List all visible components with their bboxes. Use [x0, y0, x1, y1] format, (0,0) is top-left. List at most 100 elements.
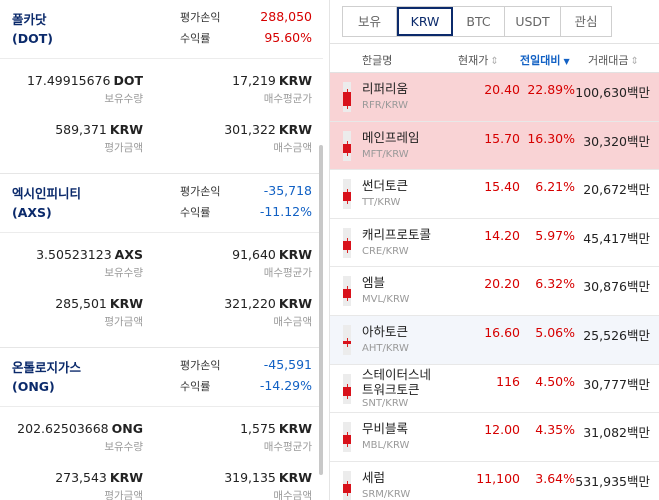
holding-symbol: (ONG): [12, 379, 55, 394]
market-price: 16.60: [484, 324, 520, 340]
header-price[interactable]: 현재가: [458, 52, 499, 68]
candle-body: [343, 192, 351, 202]
market-volume-unit: 백만: [626, 376, 650, 392]
holding-card[interactable]: 엑시인피니티 (AXS) 평가손익 -35,718 수익률 -11.12% 3.…: [0, 174, 323, 348]
return-rate-label: 수익률: [180, 32, 211, 45]
market-symbol: AHT/KRW: [362, 342, 409, 354]
market-symbol: SRM/KRW: [362, 488, 411, 500]
market-price: 20.20: [484, 276, 520, 292]
header-volume[interactable]: 거래대금: [588, 52, 639, 68]
buy-amount-value: 321,220: [224, 296, 276, 311]
market-volume: 45,417백만: [583, 228, 650, 247]
market-volume: 25,526백만: [583, 325, 650, 344]
market-row[interactable]: 캐리프로토콜 CRE/KRW 14.20 5.97% 45,417백만: [330, 219, 659, 268]
market-row[interactable]: 무비블록 MBL/KRW 12.00 4.35% 31,082백만: [330, 413, 659, 462]
holding-buy-amount: 319,135 KRW 매수금액: [224, 470, 312, 500]
market-name: 엠블: [362, 275, 386, 291]
buy-amount-label: 매수금액: [273, 490, 312, 500]
market-symbol: CRE/KRW: [362, 245, 409, 257]
quantity-value: 17.49915676: [26, 73, 111, 88]
holdings-panel[interactable]: 폴카닷 (DOT) 평가손익 288,050 수익률 95.60% 17.499…: [0, 0, 330, 500]
evaluation-label: 평가금액: [104, 142, 143, 154]
evaluation-unit: KRW: [109, 470, 143, 485]
market-price: 116: [496, 373, 520, 389]
return-rate-label: 수익률: [180, 206, 211, 219]
header-change[interactable]: 전일대비: [520, 52, 570, 68]
holding-card[interactable]: 온톨로지가스 (ONG) 평가손익 -45,591 수익률 -14.29% 20…: [0, 348, 323, 500]
holding-symbol: (AXS): [12, 205, 52, 220]
market-symbol: RFR/KRW: [362, 100, 409, 111]
market-change: 5.06%: [535, 324, 575, 340]
market-volume-unit: 백만: [626, 133, 650, 149]
market-row[interactable]: 엠블 MVL/KRW 20.20 6.32% 30,876백만: [330, 267, 659, 316]
market-change: 22.89%: [527, 82, 575, 97]
holding-evaluation: 589,371 KRW 평가금액: [55, 122, 143, 155]
market-row[interactable]: 리퍼리움 RFR/KRW 20.40 22.89% 100,630백만: [330, 73, 659, 122]
buy-amount-label: 매수금액: [273, 316, 312, 328]
evaluation-label: 평가금액: [104, 490, 143, 500]
profit-loss-row: 평가손익 -45,591: [180, 357, 312, 373]
market-row[interactable]: 세럼 SRM/KRW 11,100 3.64% 531,935백만: [330, 462, 659, 500]
mini-candle-icon: [343, 227, 351, 258]
market-row[interactable]: 스테이터스네 트워크토큰 SNT/KRW 116 4.50% 30,777백만: [330, 365, 659, 414]
quantity-label: 보유수량: [104, 441, 143, 453]
average-price-value: 1,575: [240, 421, 276, 436]
quantity-label: 보유수량: [104, 267, 143, 279]
market-price: 14.20: [484, 227, 520, 243]
market-volume: 531,935백만: [575, 471, 650, 490]
average-price-label: 매수평균가: [263, 267, 312, 279]
tab-krw[interactable]: KRW: [397, 7, 453, 36]
holding-name-korean: 엑시인피니티: [12, 186, 82, 201]
market-volume-value: 30,320: [583, 133, 627, 149]
holding-quantity: 3.50523123 AXS 보유수량: [36, 247, 143, 280]
market-volume-unit: 백만: [626, 182, 650, 198]
market-name: 아하토큰: [362, 323, 409, 339]
market-volume: 30,777백만: [583, 374, 650, 393]
market-change: 16.30%: [527, 130, 575, 146]
evaluation-value: 589,371: [55, 122, 107, 137]
holding-buy-amount: 301,322 KRW 매수금액: [224, 122, 312, 155]
quantity-unit: AXS: [114, 247, 143, 262]
market-change: 6.32%: [535, 276, 575, 292]
buy-amount-unit: KRW: [278, 470, 312, 485]
holdings-scrollbar[interactable]: [319, 145, 323, 475]
holding-card[interactable]: 폴카닷 (DOT) 평가손익 288,050 수익률 95.60% 17.499…: [0, 0, 323, 174]
market-symbol: MBL/KRW: [362, 440, 410, 452]
tab-usdt[interactable]: USDT: [505, 7, 561, 36]
evaluation-value: 285,501: [55, 296, 107, 311]
tab-holdings[interactable]: 보유: [343, 7, 397, 36]
evaluation-unit: KRW: [109, 122, 143, 137]
evaluation-label: 평가금액: [104, 316, 143, 328]
market-volume-unit: 백만: [626, 473, 650, 489]
holding-name[interactable]: 온톨로지가스 (ONG): [12, 358, 81, 396]
profit-loss-label: 평가손익: [180, 11, 221, 24]
holding-name[interactable]: 폴카닷 (DOT): [12, 10, 53, 48]
holding-name[interactable]: 엑시인피니티 (AXS): [12, 184, 81, 222]
market-name: 무비블록: [362, 421, 409, 437]
market-row[interactable]: 아하토큰 AHT/KRW 16.60 5.06% 25,526백만: [330, 315, 659, 365]
mini-candle-icon: [343, 470, 351, 500]
candle-body: [343, 483, 351, 493]
buy-amount-label: 매수금액: [273, 142, 312, 154]
market-volume-value: 20,672: [583, 182, 627, 198]
market-name: 스테이터스네 트워크토큰: [362, 367, 431, 397]
market-row[interactable]: 메인프레임 MFT/KRW 15.70 16.30% 30,320백만: [330, 121, 659, 171]
profit-loss-value: 288,050: [260, 9, 312, 24]
mini-candle-icon: [343, 130, 351, 161]
market-name: 썬더토큰: [362, 178, 409, 194]
average-price-unit: KRW: [278, 247, 312, 262]
quantity-unit: DOT: [113, 73, 143, 88]
header-name[interactable]: 한글명: [362, 54, 393, 67]
market-volume: 100,630백만: [575, 82, 650, 101]
market-volume-unit: 백만: [626, 425, 650, 441]
tab-watchlist[interactable]: 관심: [574, 14, 598, 29]
market-change: 5.97%: [535, 227, 575, 243]
market-volume-unit: 백만: [626, 230, 650, 246]
holding-name-korean: 폴카닷: [12, 12, 47, 27]
market-volume-value: 25,526: [583, 327, 627, 343]
tab-btc[interactable]: BTC: [453, 7, 505, 36]
profit-loss-value: -35,718: [263, 183, 312, 198]
market-name: 메인프레임: [362, 129, 420, 145]
profit-loss-value: -45,591: [263, 357, 312, 372]
market-row[interactable]: 썬더토큰 TT/KRW 15.40 6.21% 20,672백만: [330, 170, 659, 219]
